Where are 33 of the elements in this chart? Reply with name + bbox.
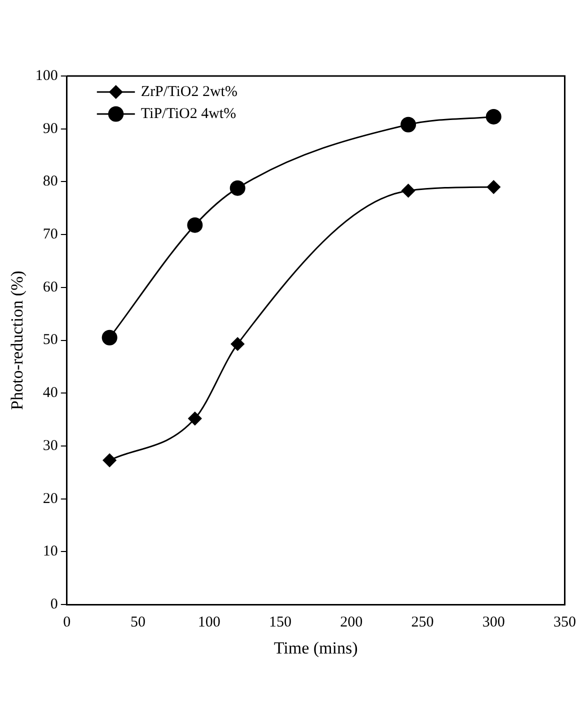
y-tick-label: 80 — [42, 174, 58, 190]
point — [400, 116, 416, 132]
y-tick-label: 50 — [42, 332, 58, 348]
x-axis-title: Time (mins) — [274, 638, 358, 658]
point — [486, 108, 502, 124]
y-tick-label: 40 — [42, 385, 58, 402]
legend-label: TiP/TiO2 4wt% — [140, 106, 236, 122]
x-tick-label: 200 — [340, 614, 363, 631]
point — [402, 184, 416, 198]
point — [230, 337, 244, 351]
y-tick-label: 20 — [42, 490, 58, 507]
legend-label: ZrP/TiO2 2wt% — [140, 84, 238, 100]
y-tick-label: 0 — [50, 596, 58, 613]
x-tick-label: 350 — [554, 614, 576, 631]
point — [187, 217, 203, 233]
x-tick-label: 50 — [130, 614, 146, 631]
y-tick-label: 90 — [42, 120, 58, 137]
y-tick-label: 70 — [42, 226, 58, 243]
y-tick-label: 60 — [42, 279, 58, 296]
x-tick-label: 250 — [411, 614, 434, 631]
point — [230, 180, 246, 196]
point — [188, 412, 202, 426]
point — [486, 180, 500, 194]
x-tick-label: 100 — [198, 614, 220, 631]
y-tick-label: 100 — [35, 68, 58, 84]
y-tick-label: 30 — [42, 438, 58, 454]
y-axis-title: Photo-reduction (%) — [8, 270, 27, 410]
point — [102, 330, 118, 346]
x-tick-label: 150 — [269, 614, 292, 631]
point — [102, 454, 116, 468]
x-tick-label: 300 — [482, 614, 505, 631]
y-tick-label: 10 — [42, 544, 58, 560]
x-tick-label: 0 — [63, 614, 71, 631]
